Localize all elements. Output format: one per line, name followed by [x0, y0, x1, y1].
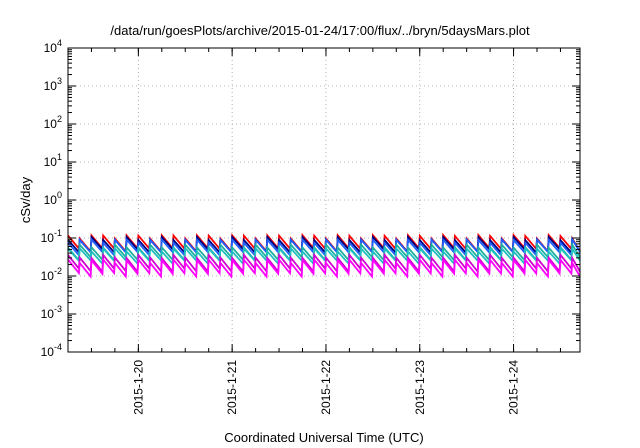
- y-tick-label: 100: [44, 190, 62, 207]
- y-tick-label: 102: [44, 114, 62, 131]
- y-tick-label: 10-4: [41, 342, 62, 359]
- y-tick-label: 10-2: [41, 266, 62, 283]
- y-tick-label: 101: [44, 152, 62, 169]
- axes: 10-4 10-3 10-2 10-1 100 101 102 103 104 2015-1-20…: [41, 38, 580, 415]
- series-line: [67, 245, 581, 266]
- series-line: [67, 257, 581, 279]
- x-tick-label: 2015-1-24: [507, 360, 521, 415]
- x-tick-label: 2015-1-23: [413, 360, 427, 415]
- chart-title: /data/run/goesPlots/archive/2015-01-24/1…: [110, 23, 530, 38]
- x-tick-label: 2015-1-21: [225, 360, 239, 415]
- x-tick-label: 2015-1-22: [319, 360, 333, 415]
- y-tick-label: 104: [44, 38, 62, 55]
- x-tick-label: 2015-1-20: [131, 360, 145, 415]
- series-layer: [67, 232, 581, 279]
- y-tick-label: 10-1: [41, 228, 62, 245]
- y-axis-label: cSv/day: [18, 176, 33, 223]
- grid: [68, 48, 580, 352]
- x-axis-label: Coordinated Universal Time (UTC): [224, 430, 423, 445]
- y-tick-label: 103: [44, 76, 62, 93]
- y-tick-label: 10-3: [41, 304, 62, 321]
